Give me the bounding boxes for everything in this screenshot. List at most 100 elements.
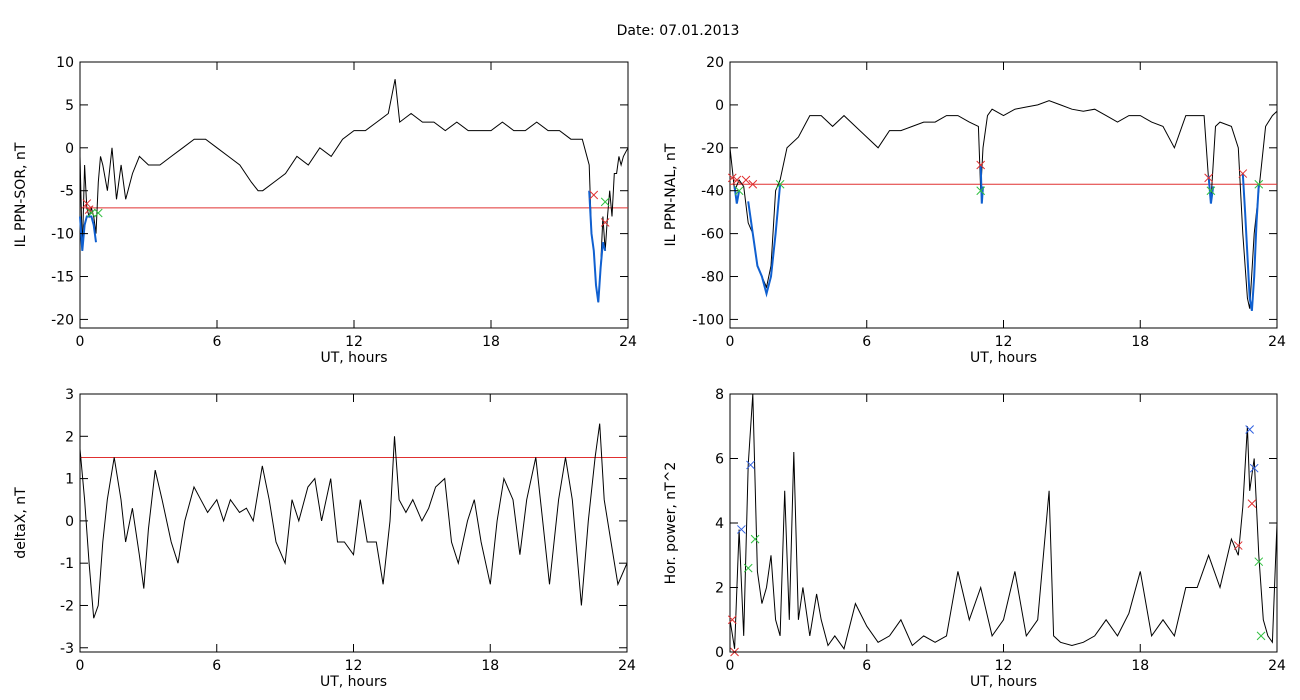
x-axis-label: UT, hours: [970, 350, 1037, 366]
event-marker: [741, 175, 751, 185]
x-tick-label: 6: [862, 658, 871, 674]
series-line: [79, 423, 628, 619]
y-tick-label: -3: [60, 641, 74, 657]
y-tick-label: -2: [60, 598, 74, 614]
y-tick-label: 2: [65, 429, 74, 445]
series-line: [729, 393, 1278, 650]
event-marker: [737, 525, 746, 534]
y-tick-label: -20: [51, 312, 74, 328]
y-tick-label: 0: [715, 98, 724, 114]
x-tick-label: 18: [481, 658, 499, 674]
event-marker: [1254, 557, 1264, 567]
x-tick-label: 6: [213, 334, 222, 350]
event-marker: [600, 218, 610, 227]
y-axis-label: IL PPN-NAL, nT: [663, 143, 679, 246]
event-marker: [732, 175, 742, 185]
event-marker: [746, 460, 755, 470]
x-tick-label: 24: [618, 658, 636, 674]
event-marker: [589, 190, 599, 200]
panel-il-ppn-nal: 0 6 12 18 24 -100 -80 -60 -40 -20 0 20 UT, hours IL P…: [663, 55, 1286, 366]
y-tick-label: -10: [51, 227, 74, 243]
event-marker: [82, 199, 92, 208]
y-tick-label: 2: [715, 581, 724, 597]
x-tick-label: 0: [76, 334, 85, 350]
event-marker: [1206, 186, 1216, 196]
event-marker: [1247, 499, 1257, 509]
x-tick-label: 12: [345, 334, 363, 350]
y-axis-label: Hor. power, nT^2: [663, 462, 679, 585]
y-tick-label: 0: [715, 645, 724, 661]
event-marker: [1254, 179, 1264, 189]
highlight-segment: [588, 190, 607, 303]
highlight-segment: [79, 215, 97, 251]
event-marker: [727, 173, 737, 183]
plot-frame: [729, 61, 1278, 329]
event-marker: [748, 179, 758, 189]
x-axis-label: UT, hours: [970, 674, 1037, 690]
y-tick-label: 20: [706, 55, 724, 71]
x-tick-label: 0: [726, 658, 735, 674]
highlight-segment: [733, 186, 741, 204]
event-marker: [1256, 631, 1266, 641]
x-tick-label: 18: [482, 334, 500, 350]
highlight-segment: [1241, 173, 1260, 311]
plot-frame: [79, 61, 629, 329]
y-tick-label: 10: [56, 55, 74, 71]
event-marker: [976, 160, 986, 170]
event-marker: [1233, 541, 1243, 550]
x-axis-label: UT, hours: [320, 350, 387, 366]
y-tick-label: -100: [692, 312, 724, 328]
y-tick-label: 6: [715, 452, 724, 468]
event-marker: [1204, 173, 1213, 183]
event-marker: [1238, 169, 1248, 178]
y-tick-label: 5: [65, 98, 74, 114]
y-tick-label: -20: [701, 141, 724, 157]
x-tick-label: 0: [726, 334, 735, 350]
event-marker: [87, 208, 96, 218]
panel-il-ppn-sor: 0 6 12 18 24 -20 -15 -10 -5 0 5 10 UT, hours IL PPN-S…: [13, 55, 637, 366]
x-tick-label: 0: [76, 658, 85, 674]
x-tick-label: 18: [1131, 334, 1149, 350]
y-axis-label: IL PPN-SOR, nT: [13, 142, 29, 247]
y-tick-label: -5: [60, 184, 74, 200]
y-tick-label: -1: [60, 556, 74, 572]
event-marker: [727, 615, 737, 625]
event-marker: [1249, 463, 1259, 473]
highlight-segment: [747, 184, 782, 298]
event-marker: [976, 186, 986, 196]
x-tick-label: 24: [619, 334, 637, 350]
y-tick-label: -60: [701, 227, 724, 243]
y-tick-label: 1: [65, 472, 74, 488]
x-tick-label: 6: [212, 658, 221, 674]
event-marker: [1245, 425, 1255, 434]
y-tick-label: 0: [65, 514, 74, 530]
x-tick-label: 24: [1268, 334, 1286, 350]
x-tick-label: 12: [345, 658, 363, 674]
y-tick-label: 4: [715, 516, 724, 532]
y-tick-label: 3: [65, 387, 74, 403]
event-marker: [775, 179, 785, 189]
series-line: [729, 100, 1278, 309]
y-tick-label: 8: [715, 387, 724, 403]
y-tick-label: -80: [701, 270, 724, 286]
y-tick-label: -40: [701, 184, 724, 200]
series-line: [79, 79, 629, 303]
x-tick-label: 12: [995, 658, 1013, 674]
x-axis-label: UT, hours: [320, 674, 387, 690]
event-marker: [93, 208, 103, 218]
y-axis-label: deltaX, nT: [13, 487, 29, 559]
event-marker: [743, 563, 753, 573]
plot-frame: [729, 393, 1278, 653]
x-tick-label: 6: [862, 334, 871, 350]
event-marker: [600, 197, 610, 207]
y-tick-label: -15: [51, 270, 74, 286]
y-tick-label: 0: [65, 141, 74, 157]
plot-frame: [79, 393, 628, 653]
event-marker: [734, 186, 744, 196]
figure-title: Date: 07.01.2013: [617, 23, 740, 39]
x-tick-label: 12: [995, 334, 1013, 350]
x-tick-label: 18: [1131, 658, 1149, 674]
